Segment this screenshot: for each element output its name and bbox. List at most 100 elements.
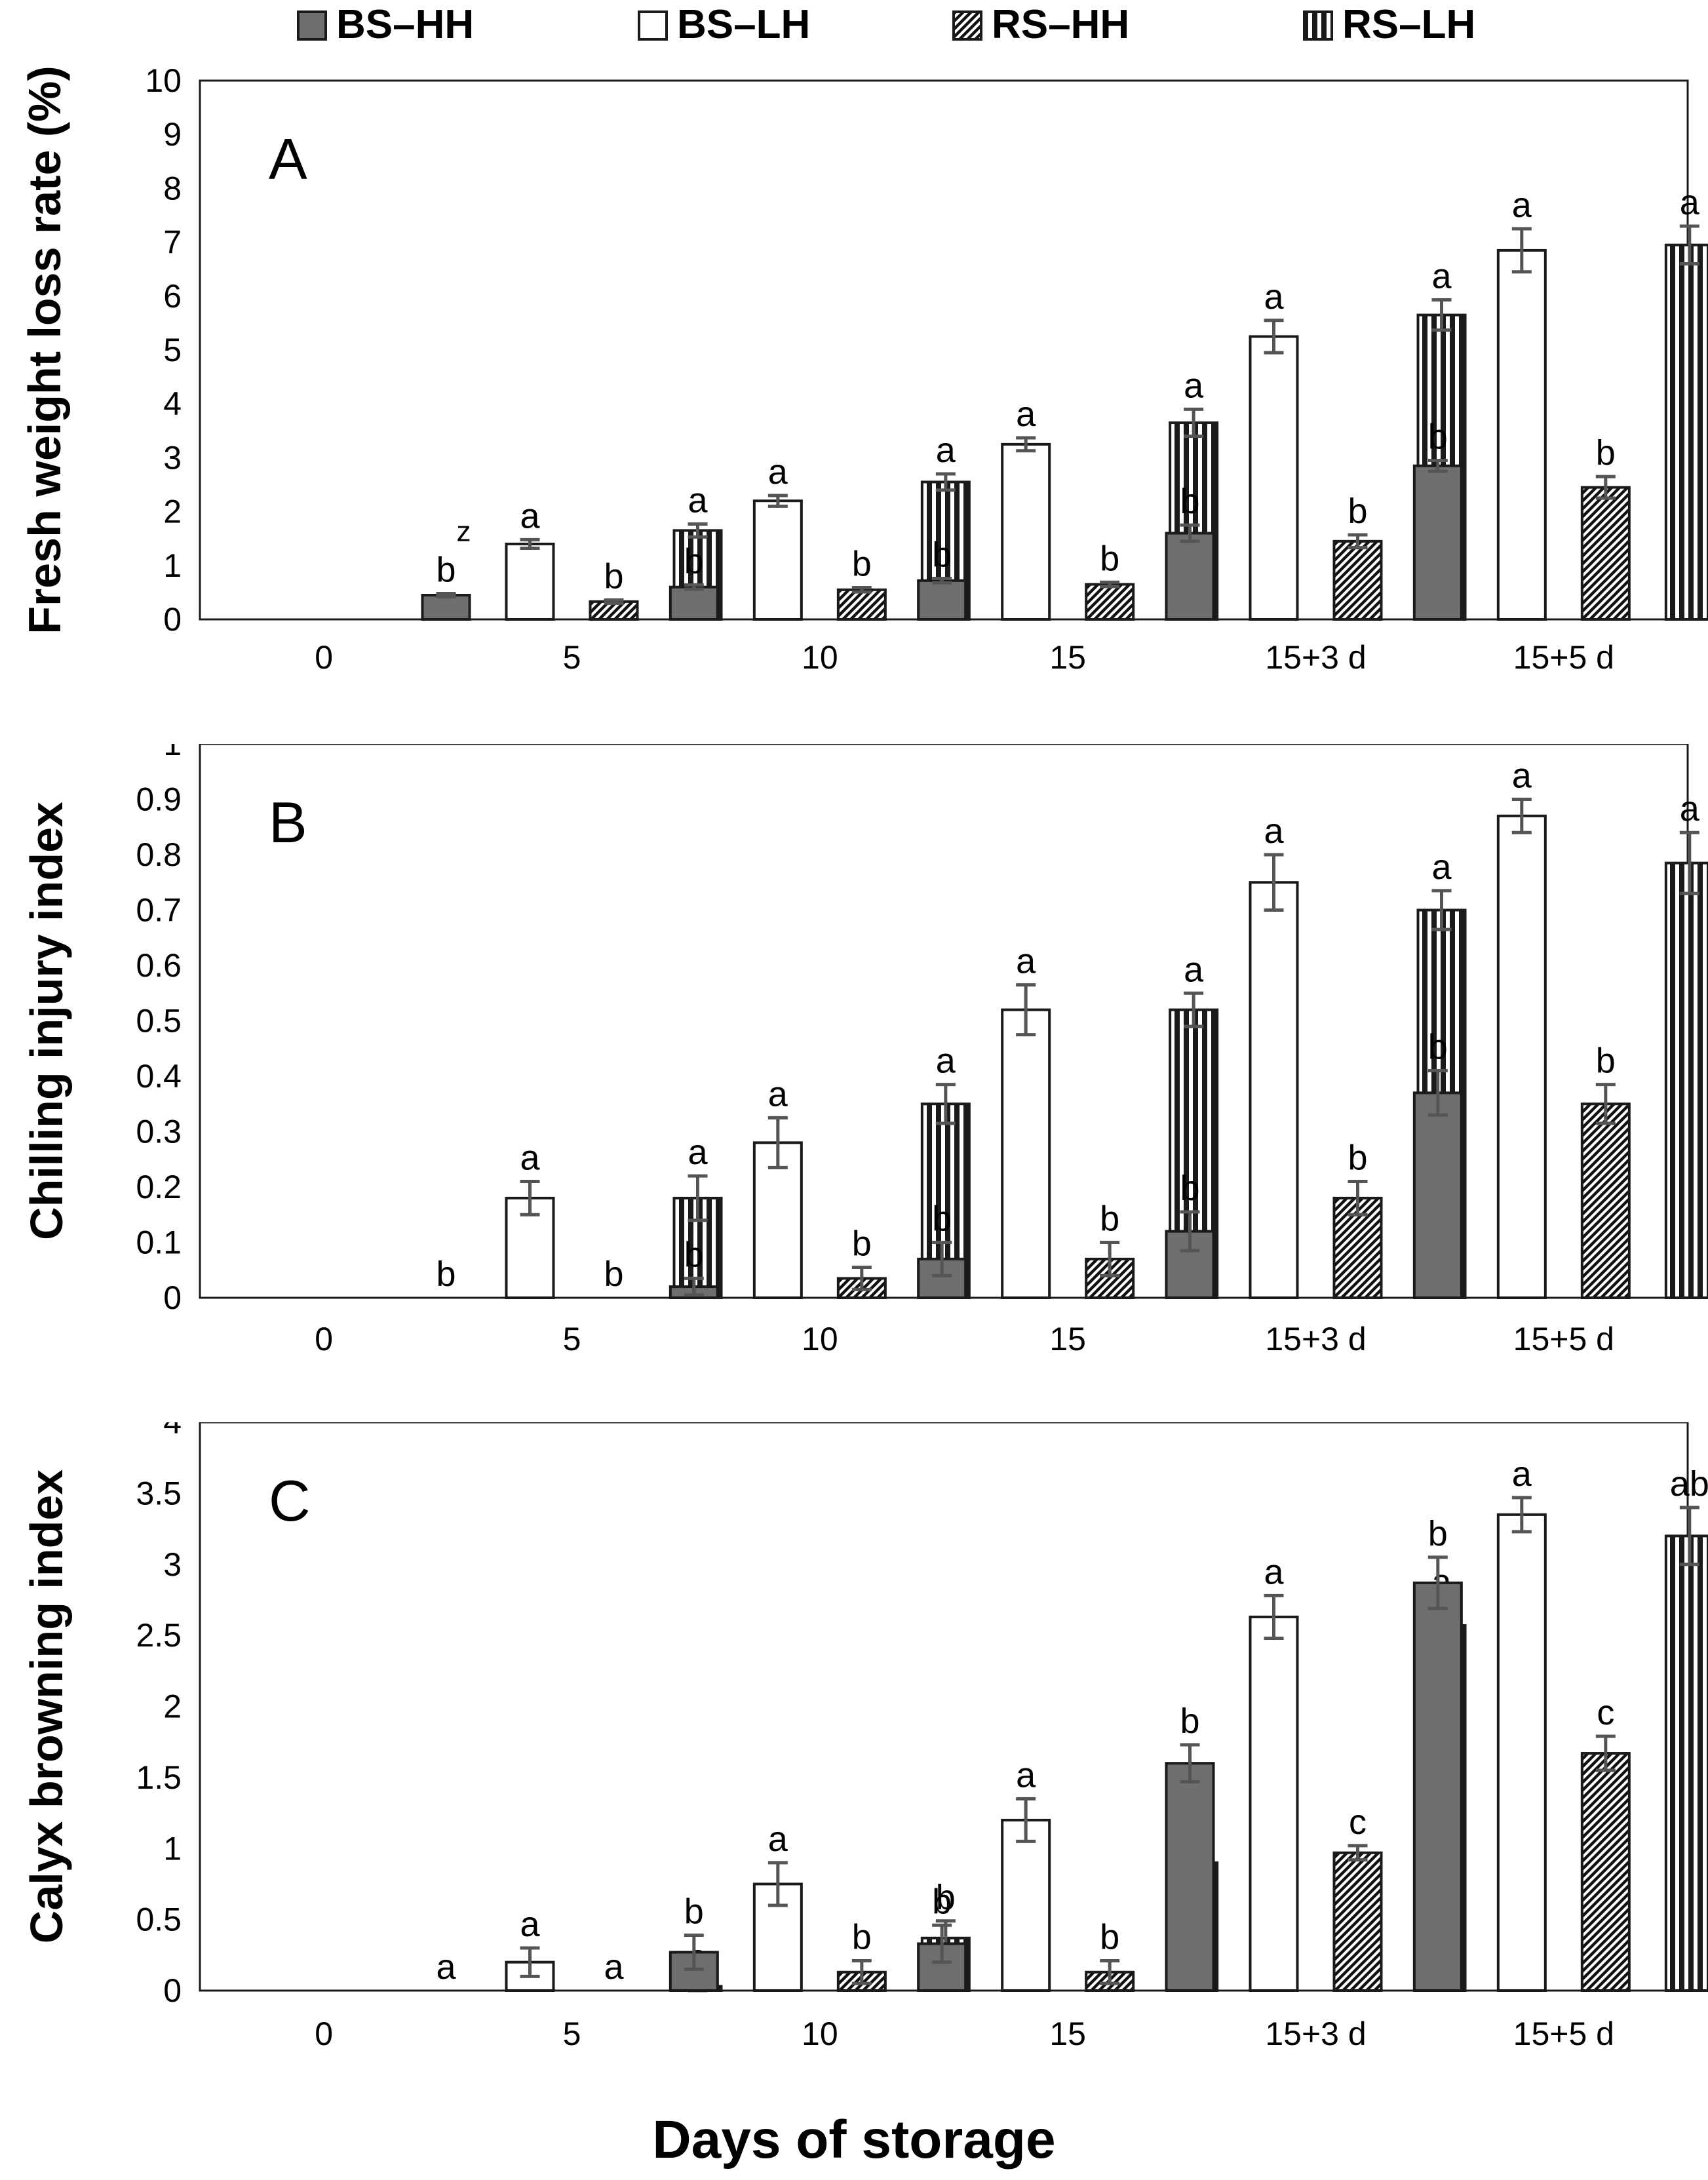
significance-label: a: [1016, 942, 1036, 981]
error-bar: [1348, 1844, 1368, 1862]
x-tick-label: 15+5 d: [1513, 1321, 1614, 1357]
error-bar: [1431, 889, 1452, 931]
bar-bs-hh: [1412, 464, 1463, 621]
y-tick-label: 0.6: [136, 947, 182, 984]
significance-label: a: [1184, 366, 1204, 405]
error-bar: [520, 1180, 540, 1217]
error-bar: [1180, 1210, 1200, 1253]
error-bar: [932, 1923, 952, 1964]
error-bar: [1348, 1180, 1368, 1217]
y-tick-label: 0.7: [136, 892, 182, 929]
x-tick-label: 10: [802, 1321, 838, 1357]
x-tick-label: 5: [563, 1321, 581, 1357]
legend-swatch: [952, 10, 982, 41]
y-tick-label: 0.1: [136, 1224, 182, 1261]
error-bar: [935, 1083, 956, 1125]
bar-bs-lh: [1001, 1008, 1051, 1299]
significance-label: a: [520, 496, 540, 535]
bar-bs-lh: [1249, 1615, 1299, 1992]
x-tick-label: 15: [1049, 2015, 1086, 2052]
significance-label: b: [1180, 1169, 1199, 1208]
significance-label: b: [604, 1255, 623, 1294]
bar-rs-lh: [1664, 861, 1708, 1300]
panel-letter: A: [269, 127, 307, 191]
significance-label: a: [1512, 756, 1532, 796]
error-bar: [1180, 1743, 1200, 1783]
bar-rs-hh: [1580, 486, 1631, 621]
legend-swatch: [297, 10, 327, 41]
bar-rs-hh: [1332, 1851, 1383, 1992]
legend-swatch: [638, 10, 668, 41]
y-tick-label: 0.8: [136, 836, 182, 873]
significance-label: b: [1180, 482, 1199, 521]
error-bar: [520, 537, 540, 550]
significance-label: a: [1264, 811, 1284, 851]
error-bar: [932, 1241, 952, 1277]
error-bar: [1595, 475, 1616, 500]
significance-label: a: [520, 1139, 540, 1178]
y-tick-label: 4: [163, 1422, 182, 1441]
error-bar: [1264, 1593, 1284, 1640]
y-tick-label: 1.5: [136, 1759, 182, 1796]
significance-label: b: [1428, 1028, 1448, 1067]
chart-panel-c: 0 0.5 1 1.5 2 2.5 3 3.5 4 Calyx browning index C 0 5…: [21, 1422, 1708, 2052]
bar-rs-hh: [1580, 1102, 1631, 1299]
error-bar: [1427, 1069, 1448, 1117]
x-axis-label: Days of storage: [652, 2110, 1056, 2170]
error-bar: [1595, 1083, 1616, 1125]
legend-label: BS–HH: [336, 2, 474, 47]
significance-label: a: [520, 1905, 540, 1944]
significance-label: a: [436, 1947, 456, 1987]
y-axis-label: Calyx browning index: [21, 1470, 72, 1944]
error-bar: [851, 1958, 872, 1985]
panel-letter: B: [269, 790, 307, 855]
significance-label: b: [1348, 492, 1367, 531]
error-bar: [767, 494, 788, 508]
error-bar: [1264, 853, 1284, 912]
bar-rs-lh: [1664, 243, 1708, 621]
bar-bs-hh: [917, 579, 967, 621]
significance-label: b: [684, 1235, 704, 1274]
y-tick-label: 2: [163, 494, 182, 530]
y-tick-label: 9: [163, 116, 182, 153]
error-bar: [935, 472, 956, 492]
significance-label: a: [688, 481, 708, 520]
error-bar: [1511, 798, 1532, 834]
significance-label: a: [1680, 789, 1700, 828]
significance-label: b: [1596, 1041, 1616, 1081]
y-tick-label: 4: [163, 385, 182, 422]
error-bar: [1679, 830, 1699, 895]
significance-label: b: [604, 556, 623, 596]
error-bar: [684, 583, 704, 591]
significance-label: a: [1431, 257, 1452, 296]
bar-bs-lh: [1249, 881, 1299, 1299]
error-bar: [1184, 407, 1204, 438]
error-bar: [1016, 436, 1036, 453]
legend-item-bs-lh: BS–LH: [638, 2, 810, 47]
error-bar: [604, 598, 624, 605]
significance-label: a: [768, 1820, 788, 1859]
y-axis-label: Chilling injury index: [21, 802, 72, 1240]
y-tick-label: 0: [163, 1279, 182, 1316]
significance-label: ab: [1670, 1464, 1708, 1504]
x-tick-label: 5: [563, 2015, 581, 2052]
error-bar: [1431, 298, 1452, 332]
y-tick-label: 1: [163, 1830, 182, 1867]
error-bar: [1100, 580, 1120, 589]
y-tick-label: 10: [145, 62, 182, 99]
y-tick-label: 0.5: [136, 1003, 182, 1040]
y-tick-label: 7: [163, 224, 182, 261]
bar-bs-lh: [505, 542, 555, 621]
panel-letter: C: [269, 1468, 311, 1533]
significance-label: b: [1348, 1139, 1367, 1178]
significance-label: b: [1100, 1917, 1119, 1956]
bar-rs-hh: [1332, 539, 1383, 621]
significance-label: b: [1428, 1514, 1448, 1553]
significance-label: c: [1597, 1693, 1614, 1732]
error-bar: [688, 1174, 708, 1222]
error-bar: [1180, 523, 1200, 543]
bar-bs-lh: [752, 499, 803, 621]
significance-label: b: [1100, 1199, 1119, 1239]
bar-bs-lh: [505, 1196, 555, 1300]
x-tick-label: 15+3 d: [1265, 2015, 1366, 2052]
